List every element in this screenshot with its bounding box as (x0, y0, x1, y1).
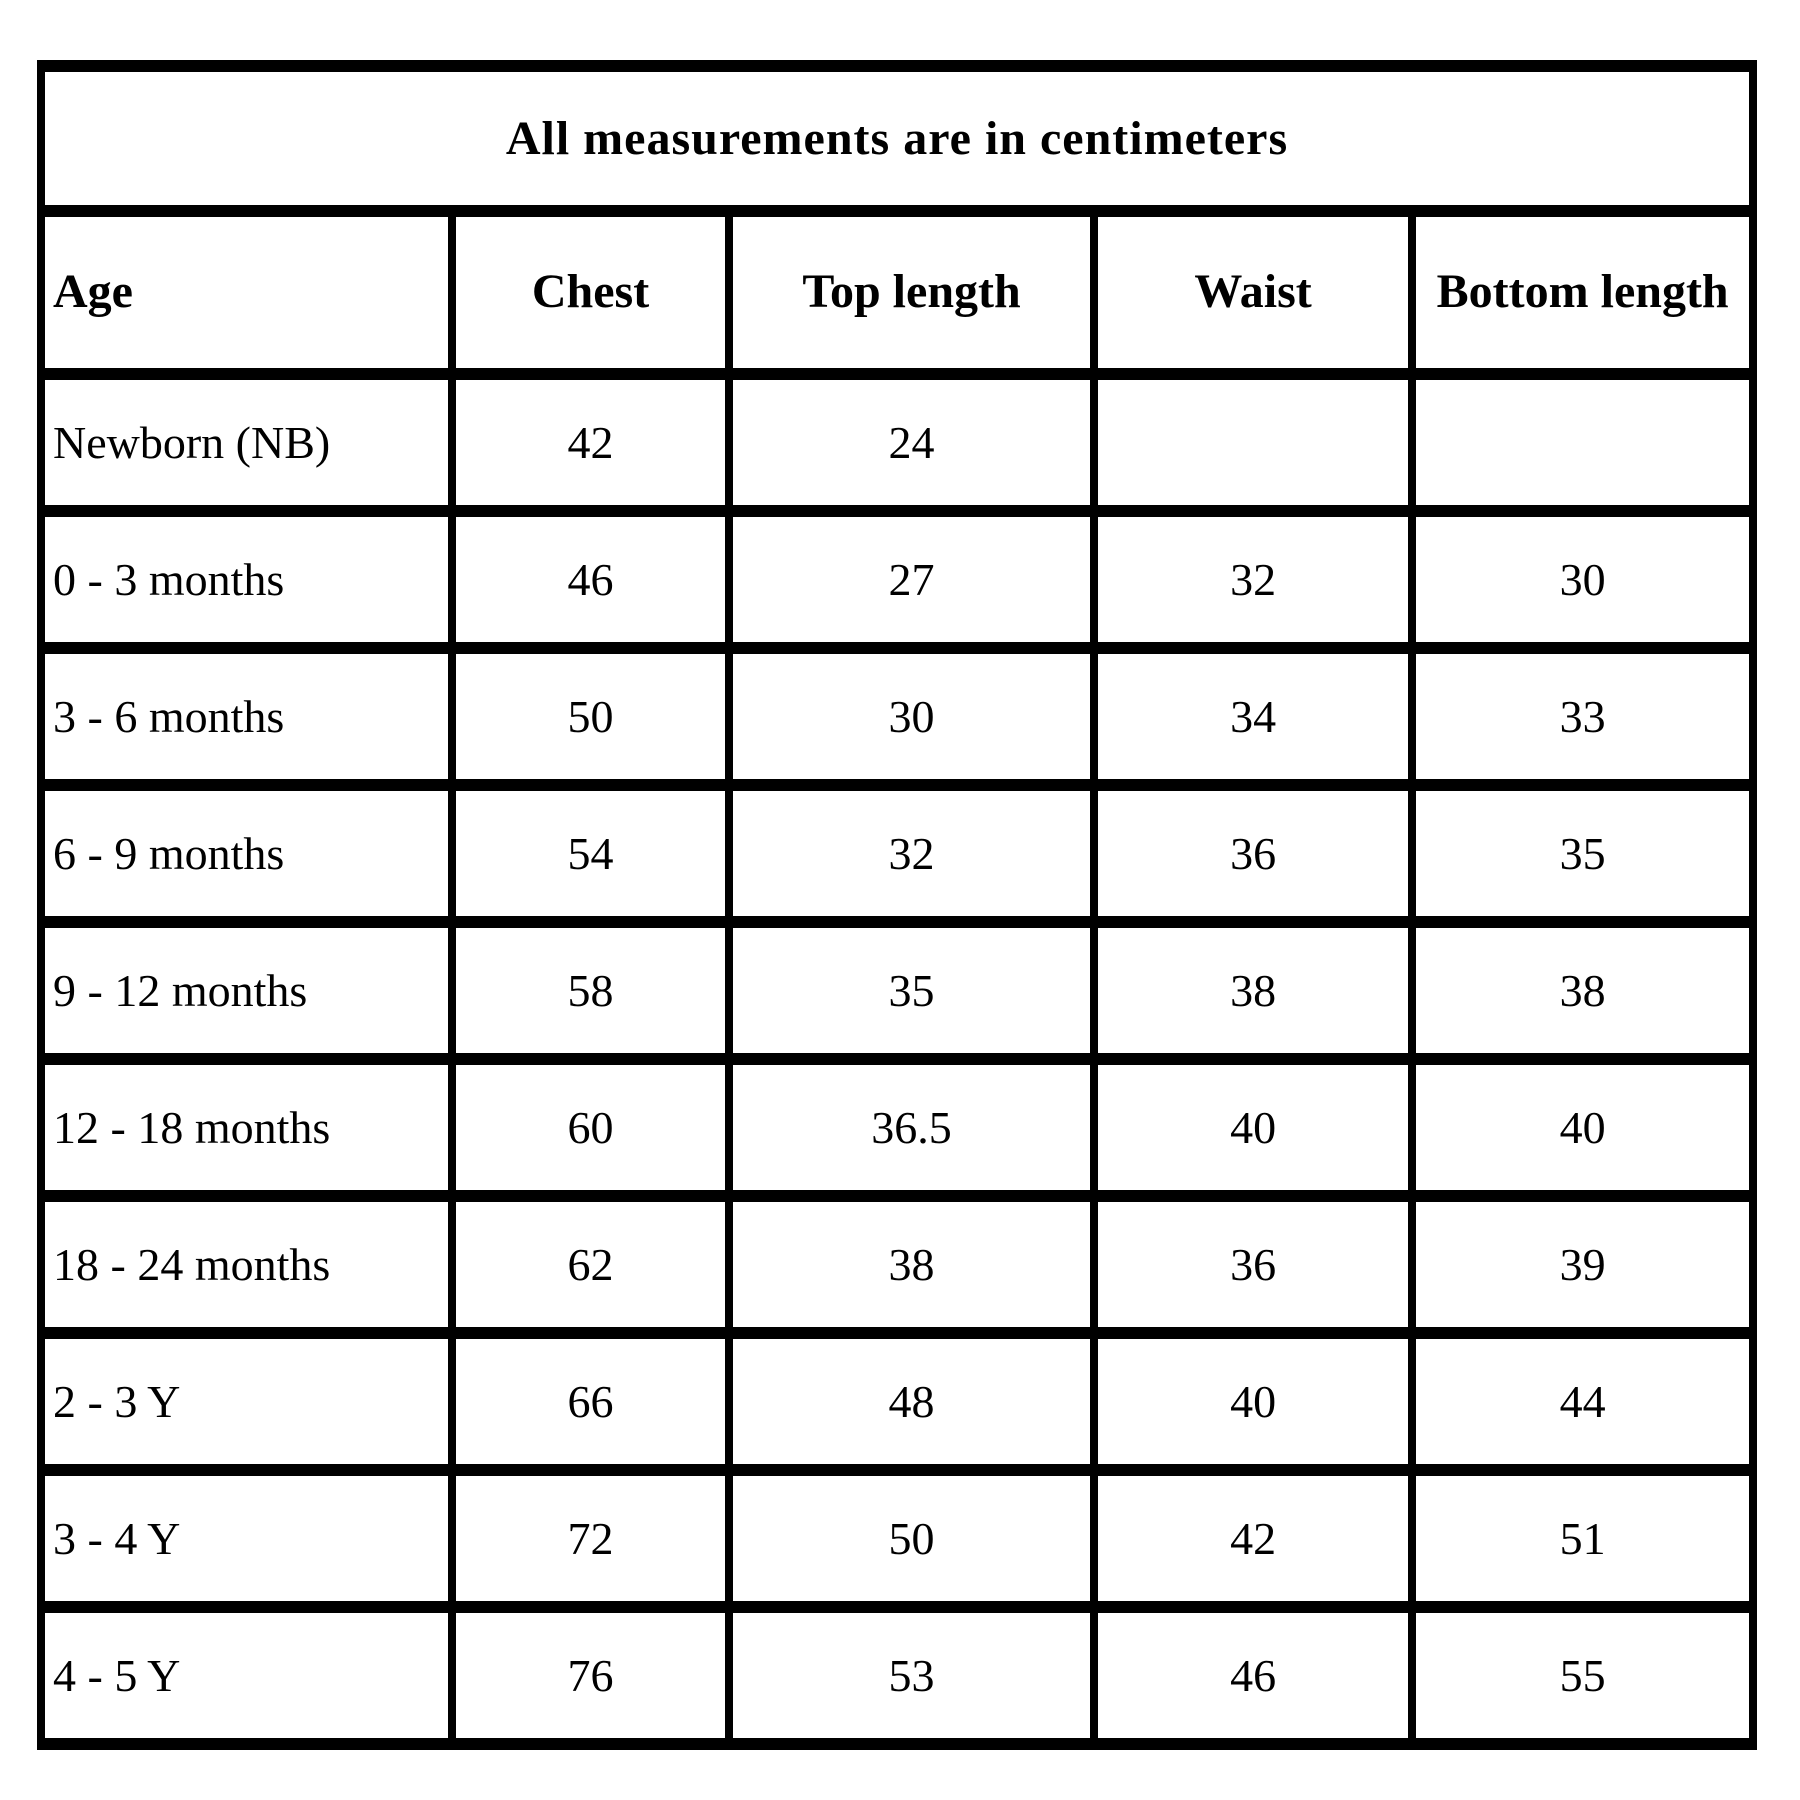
top-length-cell: 38 (725, 1190, 1098, 1339)
chest-cell: 58 (447, 916, 734, 1065)
table-row-newborn: Newborn (NB) 42 24 (37, 368, 1757, 517)
top-length-cell: 50 (725, 1464, 1098, 1613)
column-header-top-length: Top length (725, 205, 1098, 380)
bottom-length-cell: 35 (1408, 779, 1757, 928)
chest-cell: 66 (447, 1327, 734, 1476)
chest-cell: 62 (447, 1190, 734, 1339)
waist-cell: 40 (1089, 1327, 1417, 1476)
age-cell: 2 - 3 Y (37, 1327, 456, 1476)
column-header-waist: Waist (1089, 205, 1417, 380)
top-length-cell: 35 (725, 916, 1098, 1065)
table-row-2-3-y: 2 - 3 Y 66 48 40 44 (37, 1327, 1757, 1476)
waist-cell: 34 (1089, 642, 1417, 791)
age-cell: Newborn (NB) (37, 368, 456, 517)
table-row-0-3-months: 0 - 3 months 46 27 32 30 (37, 505, 1757, 654)
age-cell: 3 - 4 Y (37, 1464, 456, 1613)
table-row-6-9-months: 6 - 9 months 54 32 36 35 (37, 779, 1757, 928)
chest-cell: 76 (447, 1601, 734, 1750)
waist-cell: 46 (1089, 1601, 1417, 1750)
top-length-cell: 36.5 (725, 1053, 1098, 1202)
bottom-length-cell: 30 (1408, 505, 1757, 654)
age-cell: 3 - 6 months (37, 642, 456, 791)
waist-cell: 36 (1089, 779, 1417, 928)
bottom-length-cell: 38 (1408, 916, 1757, 1065)
waist-cell (1089, 368, 1417, 517)
bottom-length-cell: 51 (1408, 1464, 1757, 1613)
chest-cell: 46 (447, 505, 734, 654)
top-length-cell: 27 (725, 505, 1098, 654)
top-length-cell: 24 (725, 368, 1098, 517)
table-title-row: All measurements are in centimeters (37, 60, 1757, 217)
waist-cell: 40 (1089, 1053, 1417, 1202)
waist-cell: 32 (1089, 505, 1417, 654)
top-length-cell: 32 (725, 779, 1098, 928)
top-length-cell: 30 (725, 642, 1098, 791)
bottom-length-cell: 44 (1408, 1327, 1757, 1476)
age-cell: 9 - 12 months (37, 916, 456, 1065)
size-chart-table: All measurements are in centimeters Age … (37, 60, 1757, 1750)
table-title: All measurements are in centimeters (37, 60, 1757, 217)
waist-cell: 36 (1089, 1190, 1417, 1339)
chest-cell: 42 (447, 368, 734, 517)
top-length-cell: 48 (725, 1327, 1098, 1476)
table-row-18-24-months: 18 - 24 months 62 38 36 39 (37, 1190, 1757, 1339)
bottom-length-cell: 33 (1408, 642, 1757, 791)
waist-cell: 38 (1089, 916, 1417, 1065)
column-header-bottom-length: Bottom length (1408, 205, 1757, 380)
table-row-3-6-months: 3 - 6 months 50 30 34 33 (37, 642, 1757, 791)
age-cell: 12 - 18 months (37, 1053, 456, 1202)
table-header-row: Age Chest Top length Waist Bottom length (37, 205, 1757, 380)
waist-cell: 42 (1089, 1464, 1417, 1613)
top-length-cell: 53 (725, 1601, 1098, 1750)
chest-cell: 60 (447, 1053, 734, 1202)
table-row-4-5-y: 4 - 5 Y 76 53 46 55 (37, 1601, 1757, 1750)
chest-cell: 72 (447, 1464, 734, 1613)
age-cell: 6 - 9 months (37, 779, 456, 928)
bottom-length-cell: 40 (1408, 1053, 1757, 1202)
chest-cell: 54 (447, 779, 734, 928)
column-header-age: Age (37, 205, 456, 380)
age-cell: 18 - 24 months (37, 1190, 456, 1339)
age-cell: 4 - 5 Y (37, 1601, 456, 1750)
table-row-3-4-y: 3 - 4 Y 72 50 42 51 (37, 1464, 1757, 1613)
table-row-12-18-months: 12 - 18 months 60 36.5 40 40 (37, 1053, 1757, 1202)
age-cell: 0 - 3 months (37, 505, 456, 654)
bottom-length-cell: 55 (1408, 1601, 1757, 1750)
table-row-9-12-months: 9 - 12 months 58 35 38 38 (37, 916, 1757, 1065)
bottom-length-cell: 39 (1408, 1190, 1757, 1339)
bottom-length-cell (1408, 368, 1757, 517)
column-header-chest: Chest (447, 205, 734, 380)
chest-cell: 50 (447, 642, 734, 791)
